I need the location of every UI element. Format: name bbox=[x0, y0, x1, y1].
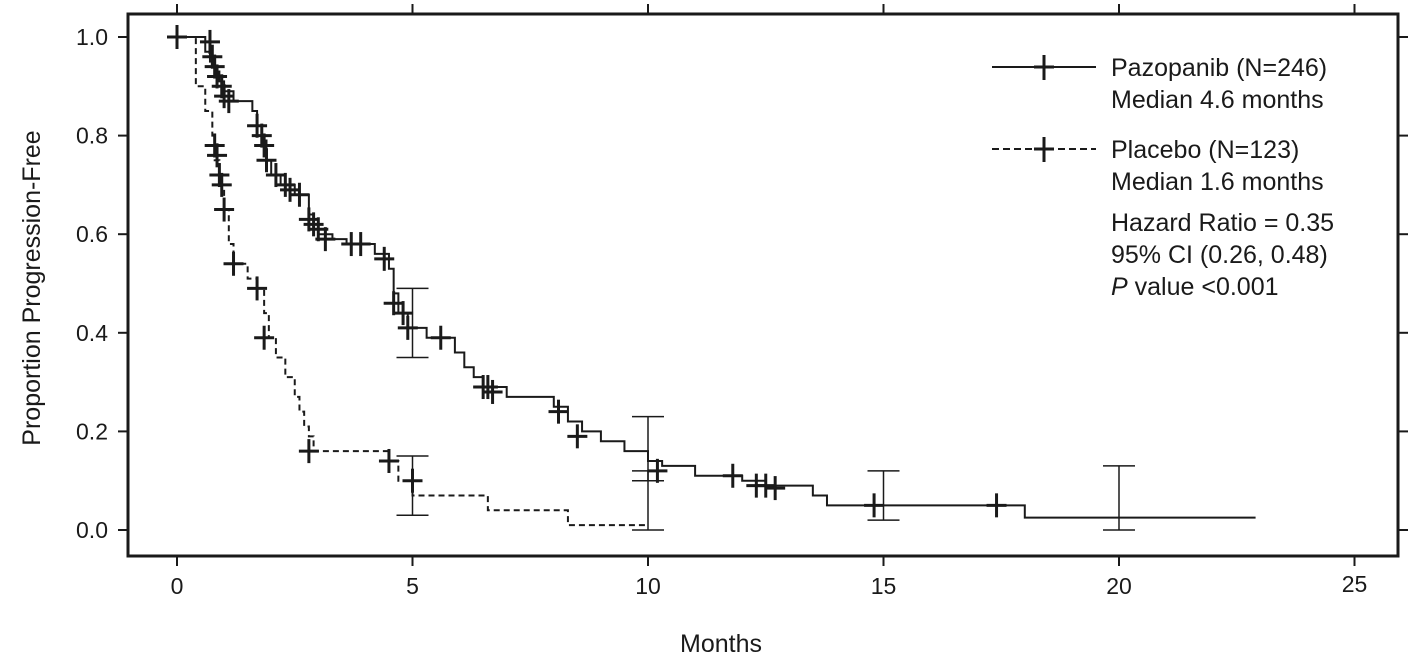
legend-median-pazopanib: Median 4.6 months bbox=[1111, 86, 1324, 114]
p-italic: P bbox=[1111, 273, 1128, 301]
censor-mark-placebo bbox=[378, 448, 399, 473]
censor-mark-placebo bbox=[211, 172, 232, 197]
x-tick-label: 20 bbox=[1106, 573, 1132, 599]
legend-censor-pazopanib bbox=[1034, 55, 1054, 80]
censor-mark-placebo bbox=[298, 439, 319, 464]
censor-mark-pazopanib bbox=[986, 493, 1007, 518]
censor-mark-pazopanib bbox=[280, 177, 301, 202]
censor-mark-pazopanib bbox=[214, 84, 235, 109]
censor-mark-pazopanib bbox=[275, 172, 296, 197]
hazard-ratio-text: Hazard Ratio = 0.35 bbox=[1111, 209, 1334, 237]
y-tick-label: 0.4 bbox=[76, 320, 108, 346]
error-bar-pazopanib bbox=[867, 470, 900, 521]
censor-mark-pazopanib bbox=[254, 133, 275, 158]
censor-mark-placebo bbox=[247, 276, 268, 301]
censor-mark-pazopanib bbox=[204, 54, 225, 79]
censor-mark-pazopanib bbox=[765, 476, 786, 501]
censor-mark-pazopanib bbox=[374, 246, 395, 271]
x-tick-label: 0 bbox=[171, 573, 184, 599]
km-curve-placebo bbox=[177, 36, 648, 527]
p-value-text: P value <0.001 bbox=[1111, 273, 1279, 301]
x-tick-label: 15 bbox=[871, 573, 897, 599]
censor-mark-pazopanib bbox=[548, 399, 569, 424]
p-value: value <0.001 bbox=[1135, 273, 1279, 301]
y-axis-title: Proportion Progression-Free bbox=[18, 130, 46, 445]
ci-text: 95% CI (0.26, 0.48) bbox=[1111, 241, 1328, 269]
censor-mark-pazopanib bbox=[303, 212, 324, 237]
censor-mark-pazopanib bbox=[864, 493, 885, 518]
legend-censor-placebo bbox=[1034, 137, 1054, 162]
censor-mark-pazopanib bbox=[722, 463, 743, 488]
y-tick-label: 0.0 bbox=[76, 517, 108, 543]
censor-mark-placebo bbox=[402, 468, 423, 493]
x-tick-label: 25 bbox=[1342, 571, 1368, 597]
censor-mark-placebo bbox=[214, 197, 235, 222]
y-axis: 0.0 0.2 0.4 0.6 0.8 1.0 bbox=[76, 24, 1408, 543]
censor-mark-pazopanib bbox=[482, 379, 503, 404]
censor-mark-pazopanib bbox=[202, 44, 223, 69]
error-bar-pazopanib bbox=[1103, 465, 1135, 531]
censor-mark-pazopanib bbox=[350, 232, 371, 257]
censor-mark-placebo bbox=[223, 251, 244, 276]
censor-mark-placebo bbox=[204, 133, 225, 158]
x-tick-label: 5 bbox=[406, 573, 419, 599]
y-tick-label: 0.6 bbox=[76, 221, 108, 247]
censor-mark-pazopanib bbox=[298, 207, 319, 232]
censor-mark-pazopanib bbox=[199, 29, 220, 54]
censor-mark-pazopanib bbox=[256, 148, 277, 173]
error-bar-placebo bbox=[632, 470, 664, 531]
series-layer bbox=[167, 25, 1256, 531]
censor-mark-pazopanib bbox=[477, 375, 498, 400]
x-tick-label: 10 bbox=[635, 573, 661, 599]
plot-frame bbox=[126, 12, 1400, 558]
x-axis: 0 5 10 15 20 25 bbox=[171, 4, 1368, 599]
censor-mark-pazopanib bbox=[393, 301, 414, 326]
censor-mark-placebo bbox=[254, 325, 275, 350]
y-tick-label: 1.0 bbox=[76, 24, 108, 50]
censor-mark-pazopanib bbox=[383, 291, 404, 316]
censor-mark-pazopanib bbox=[211, 74, 232, 99]
legend: Pazopanib (N=246) Median 4.6 months Plac… bbox=[992, 54, 1334, 301]
censor-mark-pazopanib bbox=[247, 113, 268, 138]
legend-median-placebo: Median 1.6 months bbox=[1111, 168, 1324, 196]
censor-mark-pazopanib bbox=[218, 89, 239, 114]
censor-mark-pazopanib bbox=[397, 315, 418, 340]
y-tick-label: 0.8 bbox=[76, 123, 108, 149]
censor-mark-pazopanib bbox=[315, 227, 336, 252]
y-tick-label: 0.2 bbox=[76, 418, 108, 444]
censor-mark-pazopanib bbox=[207, 64, 228, 89]
error-bar-pazopanib bbox=[396, 287, 429, 359]
censor-mark-pazopanib bbox=[265, 163, 286, 188]
legend-label-placebo: Placebo (N=123) bbox=[1111, 136, 1299, 164]
x-axis-title: Months bbox=[680, 630, 762, 657]
censor-mark-pazopanib bbox=[251, 123, 272, 148]
censor-mark-pazopanib bbox=[289, 182, 310, 207]
legend-label-pazopanib: Pazopanib (N=246) bbox=[1111, 54, 1327, 82]
censor-mark-placebo bbox=[209, 163, 230, 188]
censor-mark-pazopanib bbox=[755, 473, 776, 498]
km-curve-pazopanib bbox=[177, 36, 1256, 519]
censor-mark-placebo bbox=[207, 143, 228, 168]
censor-mark-pazopanib bbox=[430, 325, 451, 350]
censor-mark-pazopanib bbox=[567, 424, 588, 449]
